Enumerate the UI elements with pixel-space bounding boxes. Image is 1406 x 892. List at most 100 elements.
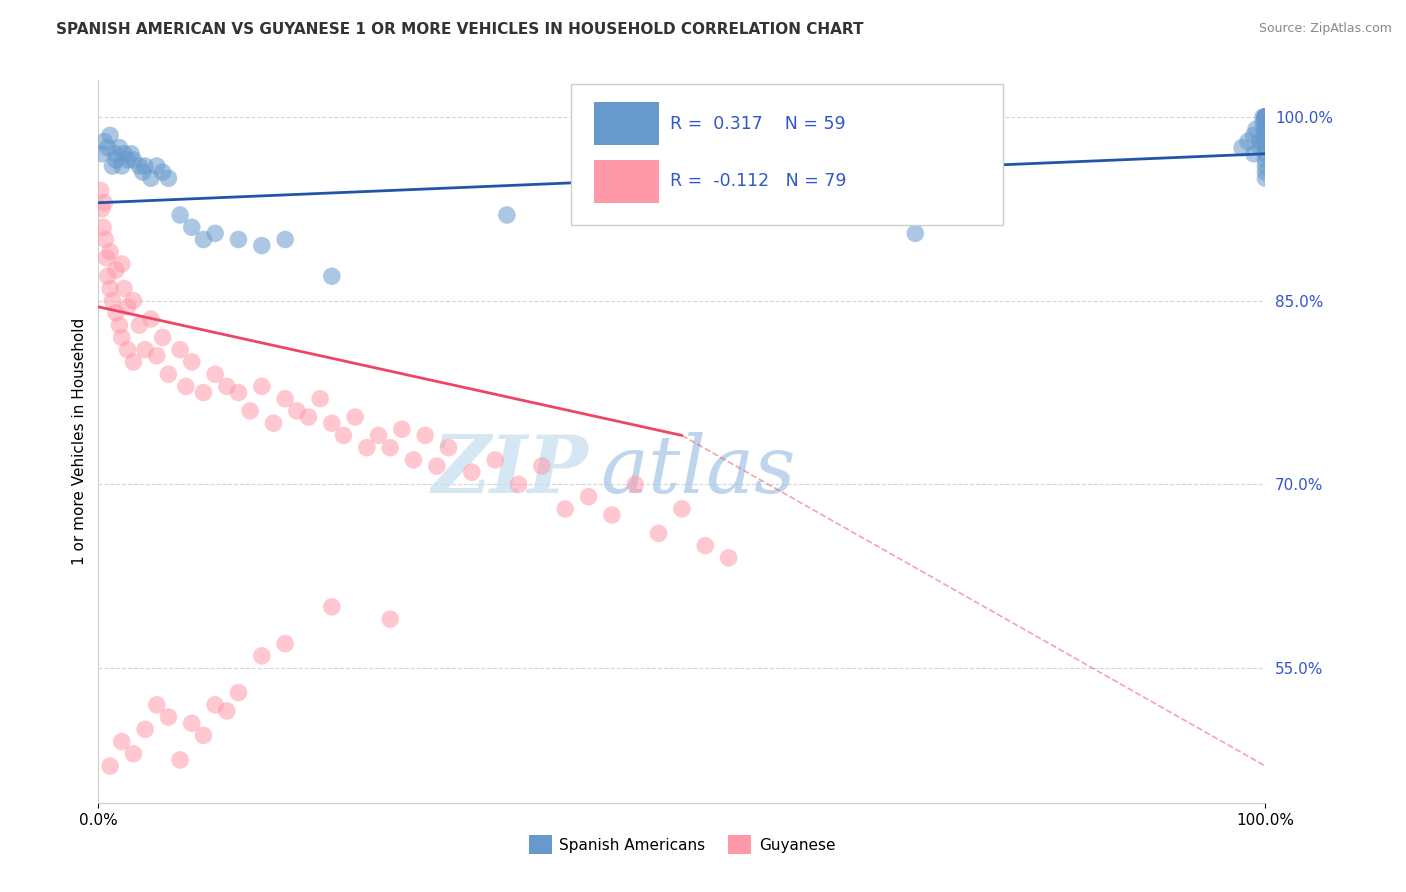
Point	[1230, 141, 1253, 155]
Point	[117, 153, 139, 167]
Point	[204, 367, 226, 381]
Point	[193, 385, 215, 400]
Point	[215, 704, 238, 718]
Point	[134, 723, 156, 737]
Point	[90, 202, 112, 216]
Point	[461, 465, 484, 479]
Point	[228, 685, 250, 699]
Point	[134, 343, 156, 357]
Point	[344, 410, 367, 425]
Point	[1254, 153, 1277, 167]
Point	[90, 184, 112, 198]
Point	[1254, 159, 1277, 173]
Point	[157, 171, 180, 186]
Text: R =  -0.112   N = 79: R = -0.112 N = 79	[671, 172, 846, 190]
Point	[321, 599, 343, 614]
Point	[624, 477, 647, 491]
Point	[108, 141, 131, 155]
Point	[647, 526, 669, 541]
Point	[104, 153, 127, 167]
Point	[262, 416, 284, 430]
Point	[1251, 116, 1274, 130]
Point	[132, 165, 155, 179]
Point	[1251, 110, 1274, 124]
Point	[128, 318, 150, 333]
Point	[426, 458, 449, 473]
Point	[193, 232, 215, 246]
Point	[332, 428, 354, 442]
Point	[97, 141, 120, 155]
Point	[508, 477, 530, 491]
Point	[139, 312, 162, 326]
Point	[1254, 171, 1277, 186]
Point	[228, 385, 250, 400]
FancyBboxPatch shape	[595, 102, 658, 145]
Point	[671, 502, 693, 516]
Point	[128, 159, 150, 173]
Text: SPANISH AMERICAN VS GUYANESE 1 OR MORE VEHICLES IN HOUSEHOLD CORRELATION CHART: SPANISH AMERICAN VS GUYANESE 1 OR MORE V…	[56, 22, 863, 37]
Point	[152, 330, 174, 344]
Point	[93, 195, 115, 210]
Point	[274, 232, 297, 246]
FancyBboxPatch shape	[595, 160, 658, 203]
Point	[297, 410, 319, 425]
Point	[134, 159, 156, 173]
Point	[367, 428, 389, 442]
Point	[378, 441, 402, 455]
Point	[146, 698, 169, 712]
Point	[530, 458, 553, 473]
Point	[250, 238, 273, 252]
Point	[111, 734, 134, 748]
Point	[193, 728, 215, 742]
Point	[1254, 110, 1277, 124]
Point	[250, 379, 273, 393]
Point	[1249, 135, 1271, 149]
Point	[578, 490, 600, 504]
Point	[180, 355, 202, 369]
Point	[1254, 135, 1277, 149]
Point	[250, 648, 273, 663]
Point	[215, 379, 238, 393]
Point	[146, 159, 169, 173]
Point	[274, 637, 297, 651]
Text: atlas: atlas	[600, 432, 796, 509]
Point	[94, 232, 117, 246]
Point	[120, 146, 142, 161]
Point	[1254, 110, 1277, 124]
Point	[90, 146, 112, 161]
Point	[104, 263, 127, 277]
Point	[228, 232, 250, 246]
Point	[111, 330, 134, 344]
Point	[180, 716, 202, 731]
Point	[112, 281, 135, 295]
Text: R =  0.317    N = 59: R = 0.317 N = 59	[671, 115, 846, 133]
Point	[139, 171, 162, 186]
Point	[104, 306, 127, 320]
Legend: Spanish Americans, Guyanese: Spanish Americans, Guyanese	[523, 830, 841, 860]
Point	[239, 404, 262, 418]
FancyBboxPatch shape	[571, 84, 1002, 225]
Point	[111, 159, 134, 173]
Point	[101, 159, 124, 173]
Point	[157, 710, 180, 724]
Point	[180, 220, 202, 235]
Point	[1254, 110, 1277, 124]
Point	[96, 251, 118, 265]
Point	[204, 698, 226, 712]
Point	[1254, 110, 1277, 124]
Point	[309, 392, 332, 406]
Point	[1249, 141, 1271, 155]
Point	[204, 227, 226, 241]
Point	[97, 269, 120, 284]
Text: ZIP: ZIP	[432, 432, 589, 509]
Point	[391, 422, 413, 436]
Point	[402, 453, 425, 467]
Point	[1254, 116, 1277, 130]
Point	[122, 747, 145, 761]
Point	[108, 318, 131, 333]
Point	[1254, 122, 1277, 136]
Point	[904, 227, 927, 241]
Point	[1243, 146, 1265, 161]
Point	[98, 281, 121, 295]
Point	[437, 441, 460, 455]
